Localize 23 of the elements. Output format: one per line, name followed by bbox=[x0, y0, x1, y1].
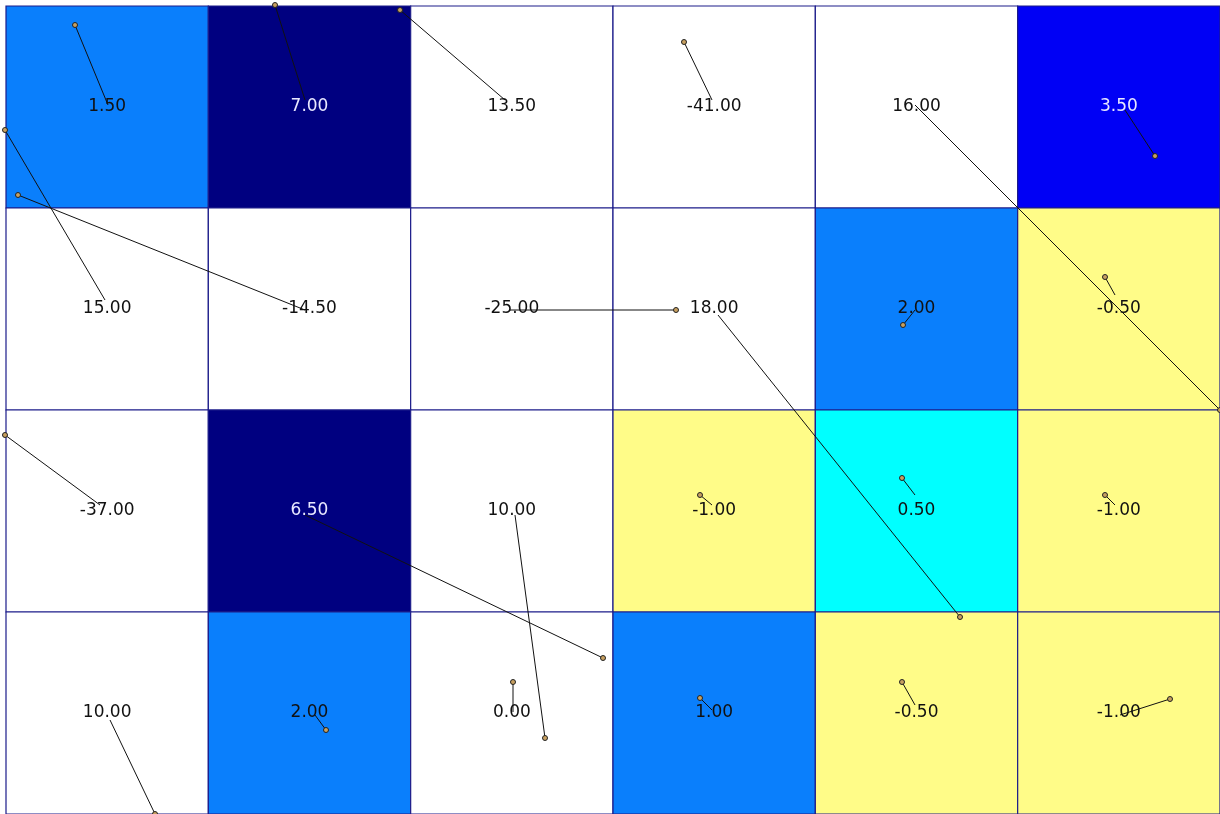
data-label: -0.50 bbox=[894, 701, 939, 722]
data-label: 0.50 bbox=[897, 499, 936, 520]
data-label: 3.50 bbox=[1099, 95, 1138, 116]
data-label: -41.00 bbox=[686, 95, 742, 116]
data-label: 15.00 bbox=[82, 297, 132, 318]
data-label: -1.00 bbox=[692, 499, 737, 520]
data-label: 6.50 bbox=[290, 499, 329, 520]
data-label: 10.00 bbox=[487, 499, 537, 520]
data-label: 2.00 bbox=[290, 701, 329, 722]
data-label: -37.00 bbox=[79, 499, 135, 520]
data-label: 1.50 bbox=[88, 95, 127, 116]
data-label: 16.00 bbox=[892, 95, 941, 116]
data-label: 13.50 bbox=[487, 95, 537, 116]
data-label: 2.00 bbox=[897, 297, 936, 318]
data-label: 10.00 bbox=[82, 701, 132, 722]
data-label: -1.00 bbox=[1096, 701, 1141, 722]
data-label: 1.00 bbox=[695, 701, 734, 722]
data-label: -14.50 bbox=[282, 297, 337, 318]
data-label: 0.00 bbox=[492, 701, 531, 722]
data-label: 7.00 bbox=[290, 95, 329, 116]
data-label: -1.00 bbox=[1096, 499, 1141, 520]
data-label: -25.00 bbox=[484, 297, 540, 318]
data-label: 18.00 bbox=[689, 297, 739, 318]
